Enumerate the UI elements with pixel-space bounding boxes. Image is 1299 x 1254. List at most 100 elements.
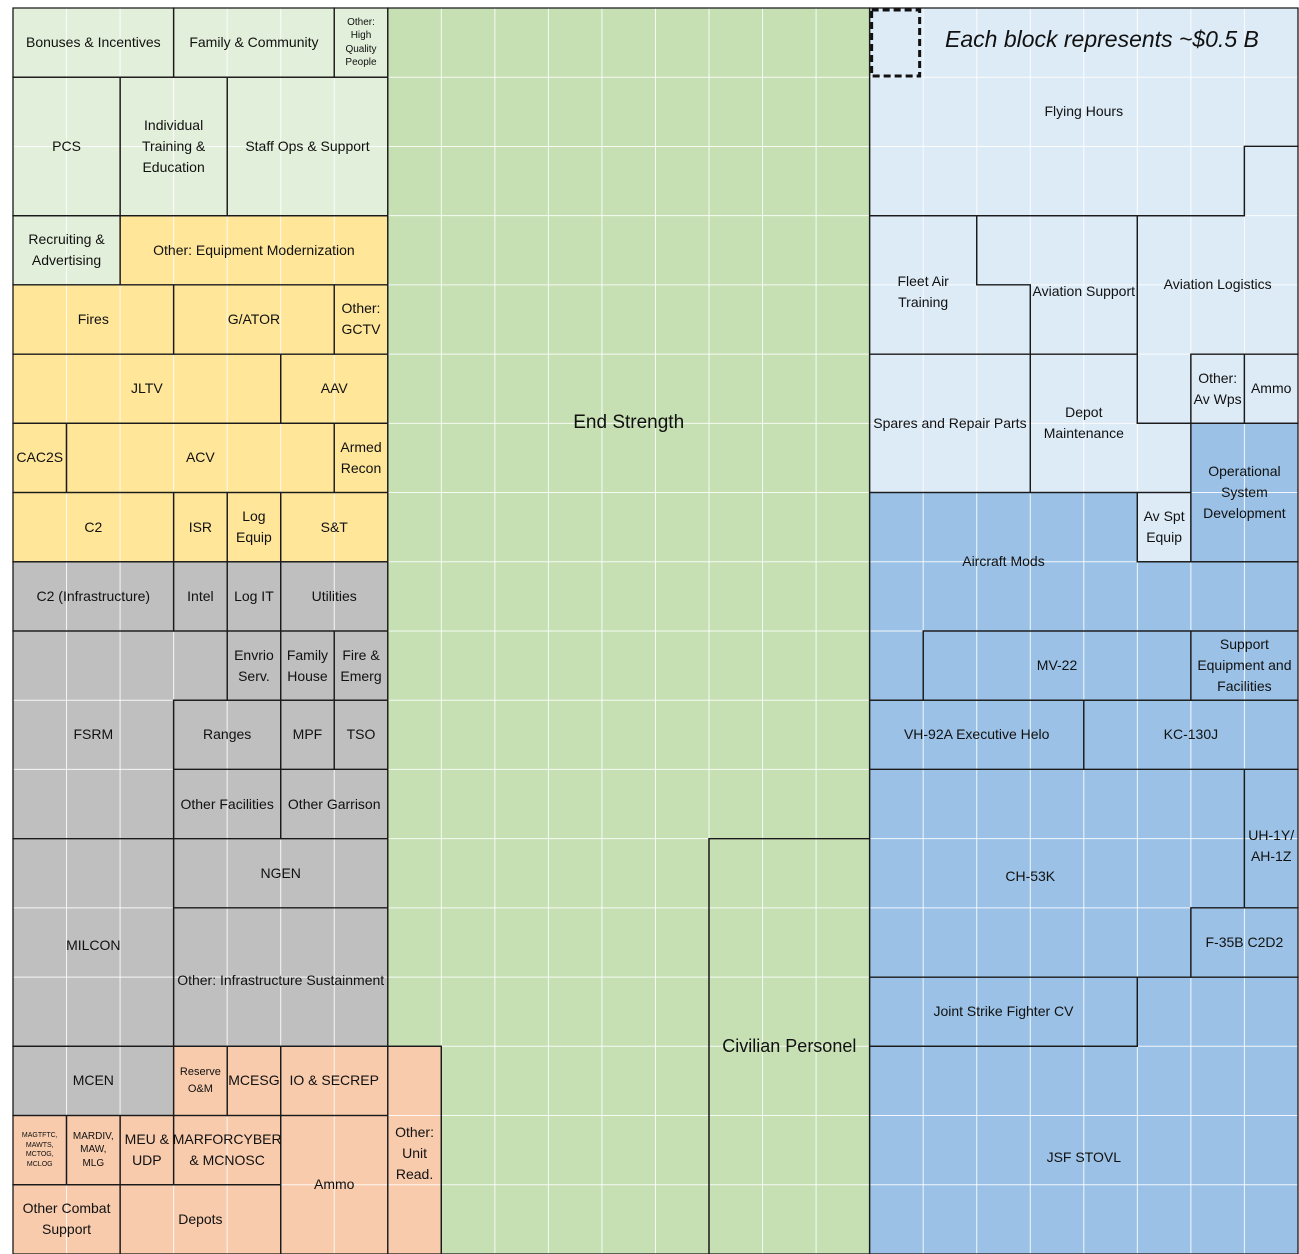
block-fill <box>173 284 335 355</box>
block-label: TSO <box>346 726 376 743</box>
block-label: MARFORCYBER & MCNOSC <box>172 1131 282 1169</box>
block-fill <box>1244 354 1298 424</box>
block-fill <box>227 492 281 562</box>
block-label: Staff Ops & Support <box>245 137 370 154</box>
block-label: Aviation Support <box>1032 283 1136 300</box>
block-fill <box>120 1184 281 1254</box>
block-label: C2 <box>84 518 103 535</box>
block-label: Operational System Development <box>1203 463 1286 522</box>
block-fill <box>227 631 281 701</box>
block-fill <box>66 1115 121 1185</box>
block-label: Intel <box>187 587 214 604</box>
block-fill <box>227 561 281 631</box>
block-label: IO & SECREP <box>289 1072 379 1089</box>
block-fill <box>173 492 228 562</box>
block-label: Ammo <box>314 1176 355 1193</box>
block-label: Depots <box>178 1210 223 1227</box>
block-label: Fires <box>77 310 109 327</box>
block-fill <box>66 423 335 493</box>
block-fill <box>13 561 174 631</box>
block-fill <box>173 561 228 631</box>
block-label: UH-1Y/ AH-1Z <box>1248 826 1295 864</box>
block-label: Other: Unit Read. <box>395 1124 434 1183</box>
block-label: Other: Equipment Modernization <box>153 241 355 258</box>
block-label: Joint Strike Fighter CV <box>933 1003 1074 1020</box>
block-label: Other Garrison <box>287 795 381 812</box>
block-label: Av Spt Equip <box>1143 508 1185 546</box>
block-label: MPF <box>292 726 323 743</box>
block-fill <box>1190 354 1245 424</box>
block-label: CH-53K <box>1005 868 1056 885</box>
block-fill <box>869 769 1245 978</box>
block-label: JSF STOVL <box>1046 1148 1121 1165</box>
block-label: VH-92A Executive Helo <box>903 726 1050 743</box>
block-label: End Strength <box>573 412 685 434</box>
block-label: MV-22 <box>1036 657 1078 674</box>
block-fill <box>173 8 335 78</box>
block-outline <box>868 976 1299 1254</box>
block-fill <box>280 700 335 770</box>
block-outline <box>119 1184 282 1254</box>
block-label: Log Equip <box>236 508 272 546</box>
block-label: S&T <box>320 518 348 535</box>
block-fill <box>13 423 67 493</box>
block-label: KC-130J <box>1163 726 1219 743</box>
block-label: Other: GCTV <box>341 300 381 338</box>
block-fill <box>227 1046 281 1116</box>
block-label: Civilian Personel <box>722 1035 857 1056</box>
block-label: Spares and Repair Parts <box>873 414 1027 431</box>
block-label: Individual Training & Education <box>141 116 206 175</box>
block-label: MCEN <box>72 1072 114 1089</box>
block-label: Depot Maintenance <box>1043 404 1124 442</box>
block-label: Flying Hours <box>1044 103 1124 120</box>
block-label: G/ATOR <box>227 310 281 327</box>
block-label: Log IT <box>234 587 274 604</box>
block-fill <box>13 354 281 424</box>
block-outline <box>708 837 871 1254</box>
block-label: ISR <box>188 518 213 535</box>
block-fill <box>334 423 388 493</box>
block-label: MILCON <box>66 937 121 954</box>
block-label: MAGTFTC, MAWTS, MCTOG, MCLOG <box>21 1132 58 1168</box>
legend-block <box>870 8 922 78</box>
block-label: F-35B C2D2 <box>1205 933 1284 950</box>
block-label: Fire & Emerg <box>340 646 382 684</box>
block-label: MEU & UDP <box>124 1131 170 1169</box>
block-label: Aviation Logistics <box>1163 276 1272 293</box>
block-fill <box>13 838 174 1047</box>
block-label: Other: Av Wps <box>1193 369 1242 407</box>
block-label: Utilities <box>311 587 357 604</box>
block-label: JLTV <box>131 380 163 397</box>
block-fill <box>173 1046 228 1116</box>
block-label: AAV <box>320 380 348 397</box>
block-label: Other Combat Support <box>22 1200 111 1238</box>
block-fill <box>13 1046 174 1116</box>
block-label: Support Equipment and Facilities <box>1197 636 1292 695</box>
block-label: Ranges <box>203 726 252 743</box>
block-label: ACV <box>185 449 215 466</box>
block-label: Other: Infrastructure Sustainment <box>177 972 385 989</box>
block-fill <box>387 1046 442 1254</box>
block-fill <box>13 1115 67 1185</box>
block-label: NGEN <box>260 864 301 881</box>
block-label: Fleet Air Training <box>897 272 949 310</box>
block-fill <box>334 284 388 355</box>
block-fill <box>334 631 388 701</box>
block-label: C2 (Infrastructure) <box>36 587 151 604</box>
block-fill <box>280 631 335 701</box>
block-label: CAC2S <box>16 449 64 466</box>
block-label: Reserve O&M <box>179 1066 221 1095</box>
block-fill <box>13 284 174 355</box>
block-fill <box>1137 492 1191 562</box>
block-label: Ammo <box>1250 380 1292 397</box>
block-fill <box>13 492 174 562</box>
block-fill <box>120 1115 174 1185</box>
legend-text: Each block represents ~$0.5 B <box>945 26 1259 52</box>
block-fill <box>334 8 388 78</box>
block-label: Other Facilities <box>180 795 274 812</box>
block-label: Recruiting & Advertising <box>28 231 105 269</box>
block-label: PCS <box>52 137 81 154</box>
block-fill <box>334 700 388 770</box>
